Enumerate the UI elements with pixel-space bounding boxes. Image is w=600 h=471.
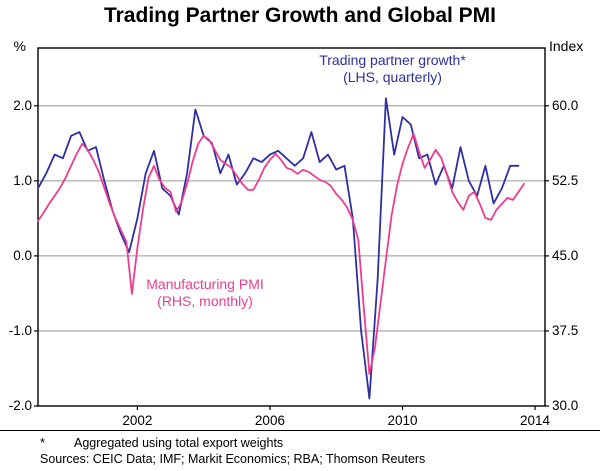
footnote-text: Aggregated using total export weights: [74, 436, 284, 450]
left-axis-tick-label: 0.0: [13, 247, 32, 263]
series-sublabel-rhs-monthly: (RHS, monthly): [157, 293, 253, 309]
right-axis-tick-label: 60.0: [552, 97, 579, 113]
series-line-blue: [37, 97, 520, 400]
x-axis-tick-label: 2010: [387, 413, 418, 428]
x-axis-tick-label: 2002: [122, 413, 153, 428]
sources-line: Sources: CEIC Data; IMF; Markit Economic…: [40, 452, 426, 466]
left-axis-unit: %: [13, 38, 26, 54]
footnote-marker: *: [40, 436, 45, 450]
right-axis-tick-label: 45.0: [552, 247, 579, 263]
annotation-trading-partner-growth: Trading partner growth* (LHS, quarterly): [295, 52, 490, 86]
x-axis-tick-label: 2014: [520, 413, 551, 428]
right-axis-unit: Index: [549, 38, 584, 54]
series-line-pink: [37, 132, 525, 375]
x-axis-tick-label: 2006: [254, 413, 285, 428]
right-axis-tick-label: 52.5: [552, 172, 579, 188]
chart-title: Trading Partner Growth and Global PMI: [103, 4, 497, 27]
footnote: * Aggregated using total export weights: [40, 436, 283, 450]
left-axis-tick-label: 1.0: [13, 172, 32, 188]
footnote-divider: [0, 430, 600, 431]
series-sublabel-lhs-quarterly: (LHS, quarterly): [343, 69, 442, 85]
series-label-manufacturing-pmi: Manufacturing PMI: [146, 276, 264, 292]
left-axis-tick-label: -2.0: [8, 398, 32, 413]
plot-frame: [37, 47, 546, 407]
right-axis-tick-label: 30.0: [552, 398, 579, 413]
series-label-trading-partner-growth: Trading partner growth*: [319, 52, 466, 68]
left-axis-tick-label: -1.0: [8, 322, 32, 338]
right-axis-tick-label: 37.5: [552, 322, 579, 338]
left-axis-tick-label: 2.0: [13, 97, 32, 113]
annotation-manufacturing-pmi: Manufacturing PMI (RHS, monthly): [120, 276, 290, 310]
